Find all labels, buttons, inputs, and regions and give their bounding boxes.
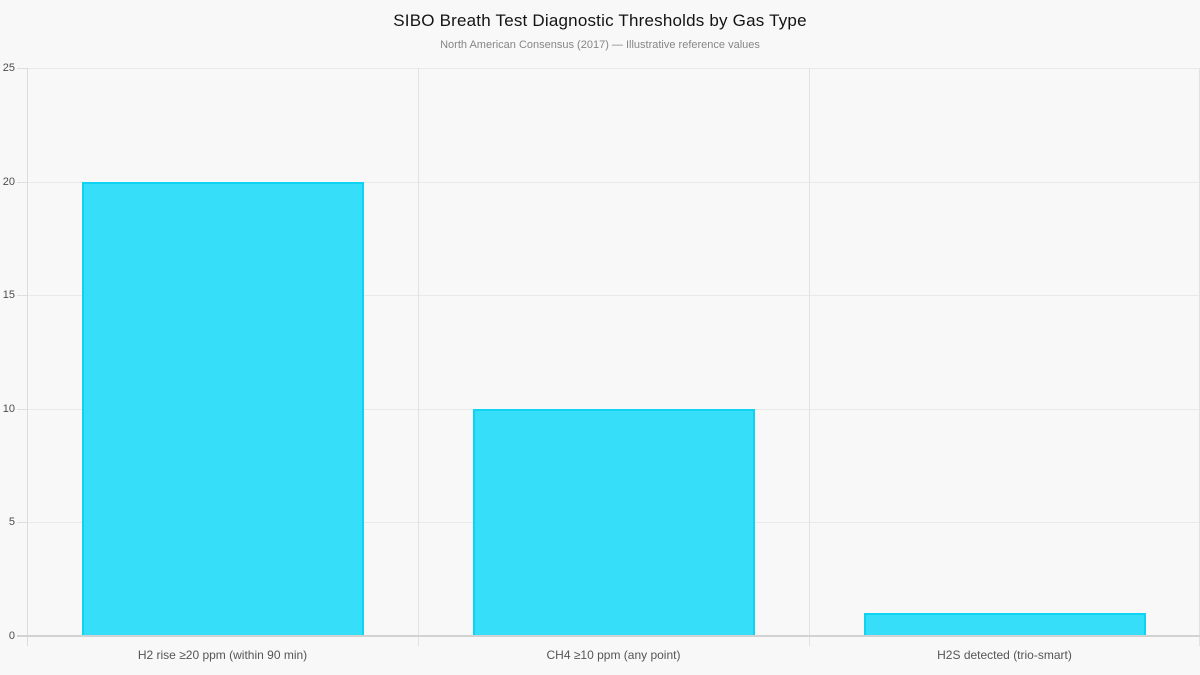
y-tick-label: 10: [2, 403, 15, 415]
bar: [864, 613, 1146, 636]
y-gridline: [27, 68, 1200, 69]
y-tick-label: 15: [2, 289, 15, 301]
category-separator: [809, 68, 810, 646]
x-category-label: H2S detected (trio-smart): [937, 648, 1072, 662]
y-tick: [17, 68, 27, 69]
bar: [473, 409, 755, 636]
y-axis-line: [27, 68, 28, 646]
chart-subtitle: North American Consensus (2017) — Illust…: [440, 39, 760, 51]
x-category-label: H2 rise ≥20 ppm (within 90 min): [137, 648, 308, 662]
y-tick: [17, 182, 27, 183]
y-tick-label: 5: [8, 516, 15, 528]
chart-title: SIBO Breath Test Diagnostic Thresholds b…: [393, 11, 807, 30]
y-tick-label: 0: [8, 630, 15, 642]
y-tick: [17, 409, 27, 410]
y-tick-label: 20: [2, 176, 15, 188]
x-category-label: CH4 ≥10 ppm (any point): [546, 648, 681, 662]
bar: [82, 182, 364, 636]
y-gridline: [27, 295, 1200, 296]
category-separator: [418, 68, 419, 646]
x-axis-line: [17, 635, 1200, 637]
y-tick: [17, 295, 27, 296]
y-tick-label: 25: [2, 62, 15, 74]
y-tick: [17, 522, 27, 523]
y-gridline: [27, 182, 1200, 183]
